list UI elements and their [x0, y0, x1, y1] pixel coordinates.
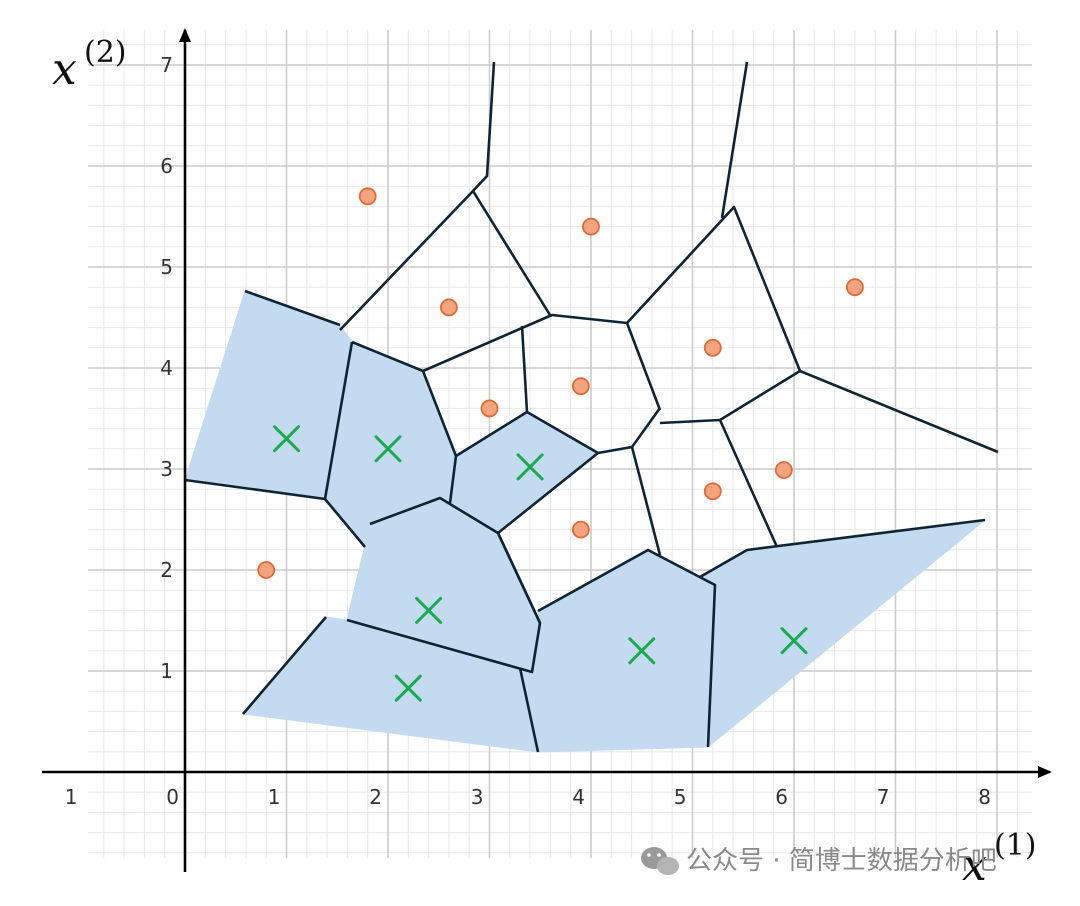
cross-point: [516, 453, 544, 481]
cell-edges: [184, 61, 999, 753]
cell-edge: [455, 410, 600, 535]
circle-point: [582, 217, 600, 236]
x-tick-label: 5: [674, 785, 687, 809]
circle-point: [257, 561, 276, 579]
cell-edge: [422, 313, 662, 411]
circle-points: [257, 187, 864, 579]
cross-point: [628, 637, 656, 665]
y-axis-label-main: x: [52, 44, 77, 95]
y-tick-label: 1: [160, 659, 173, 683]
cross-point: [394, 674, 422, 702]
x-tick-label: 2: [369, 785, 382, 809]
x-axis-label-main: x: [962, 840, 987, 891]
x-tick-label: 7: [877, 785, 890, 809]
cell-edge: [537, 548, 717, 748]
wechat-icon: [641, 847, 679, 875]
shaded-cell: [698, 519, 987, 749]
watermark: 公众号 · 简博士数据分析吧: [641, 846, 997, 876]
cross-point: [415, 596, 443, 624]
x-tick-label: 1: [268, 785, 281, 809]
cell-edge: [520, 325, 529, 413]
circle-point: [439, 298, 458, 317]
cell-edge: [496, 532, 542, 624]
cross-point: [374, 435, 402, 463]
cell-edge: [242, 616, 327, 715]
cross-point: [780, 627, 808, 655]
y-tick-label: 6: [160, 154, 173, 178]
circle-point: [846, 278, 864, 297]
x-axis-label-sup: (1): [994, 828, 1037, 863]
cell-edge: [699, 518, 986, 579]
y-tick-label: 2: [160, 558, 173, 582]
circle-point: [774, 461, 793, 479]
cell-edge: [518, 667, 540, 753]
circle-point: [703, 338, 722, 357]
circle-point: [480, 399, 499, 418]
x-tick-label: 8: [978, 785, 991, 809]
cell-edge: [244, 289, 341, 327]
cell-edge: [323, 341, 354, 500]
cell-edge: [472, 61, 496, 192]
cross-point: [273, 425, 300, 453]
x-tick-label: 4: [572, 785, 585, 809]
cross-points: [273, 425, 808, 702]
x-tick-label: 6: [775, 785, 788, 809]
shaded-cells: [184, 290, 987, 753]
y-tick-label: 7: [160, 53, 173, 77]
tick-labels: 1 0 1 2 3 4 5 6 7 8 1 2 3 4 5 6 7: [65, 53, 991, 809]
watermark-text: 公众号 · 简博士数据分析吧: [686, 846, 997, 876]
shaded-cell: [519, 549, 716, 753]
circle-point: [571, 520, 590, 539]
y-tick-label: 3: [160, 457, 173, 481]
y-axis-label: x (2): [52, 35, 127, 95]
cell-edge: [799, 369, 999, 454]
circle-point: [571, 377, 590, 396]
y-axis-label-sup: (2): [84, 35, 127, 70]
x-axis-label: x (1): [962, 828, 1037, 891]
shaded-cell: [184, 290, 353, 500]
circle-point: [703, 482, 722, 501]
cell-edge: [597, 407, 662, 455]
x-tick-label: 1: [65, 785, 78, 809]
x-tick-label: 0: [166, 785, 179, 809]
cell-edge: [720, 61, 749, 219]
y-tick-label: 4: [160, 356, 173, 380]
cell-edge: [351, 340, 458, 504]
axes: [42, 28, 1052, 872]
cell-edge: [718, 419, 779, 548]
x-tick-label: 3: [471, 785, 484, 809]
circle-point: [358, 187, 377, 206]
y-tick-label: 5: [160, 255, 173, 279]
cell-edge: [630, 446, 662, 556]
